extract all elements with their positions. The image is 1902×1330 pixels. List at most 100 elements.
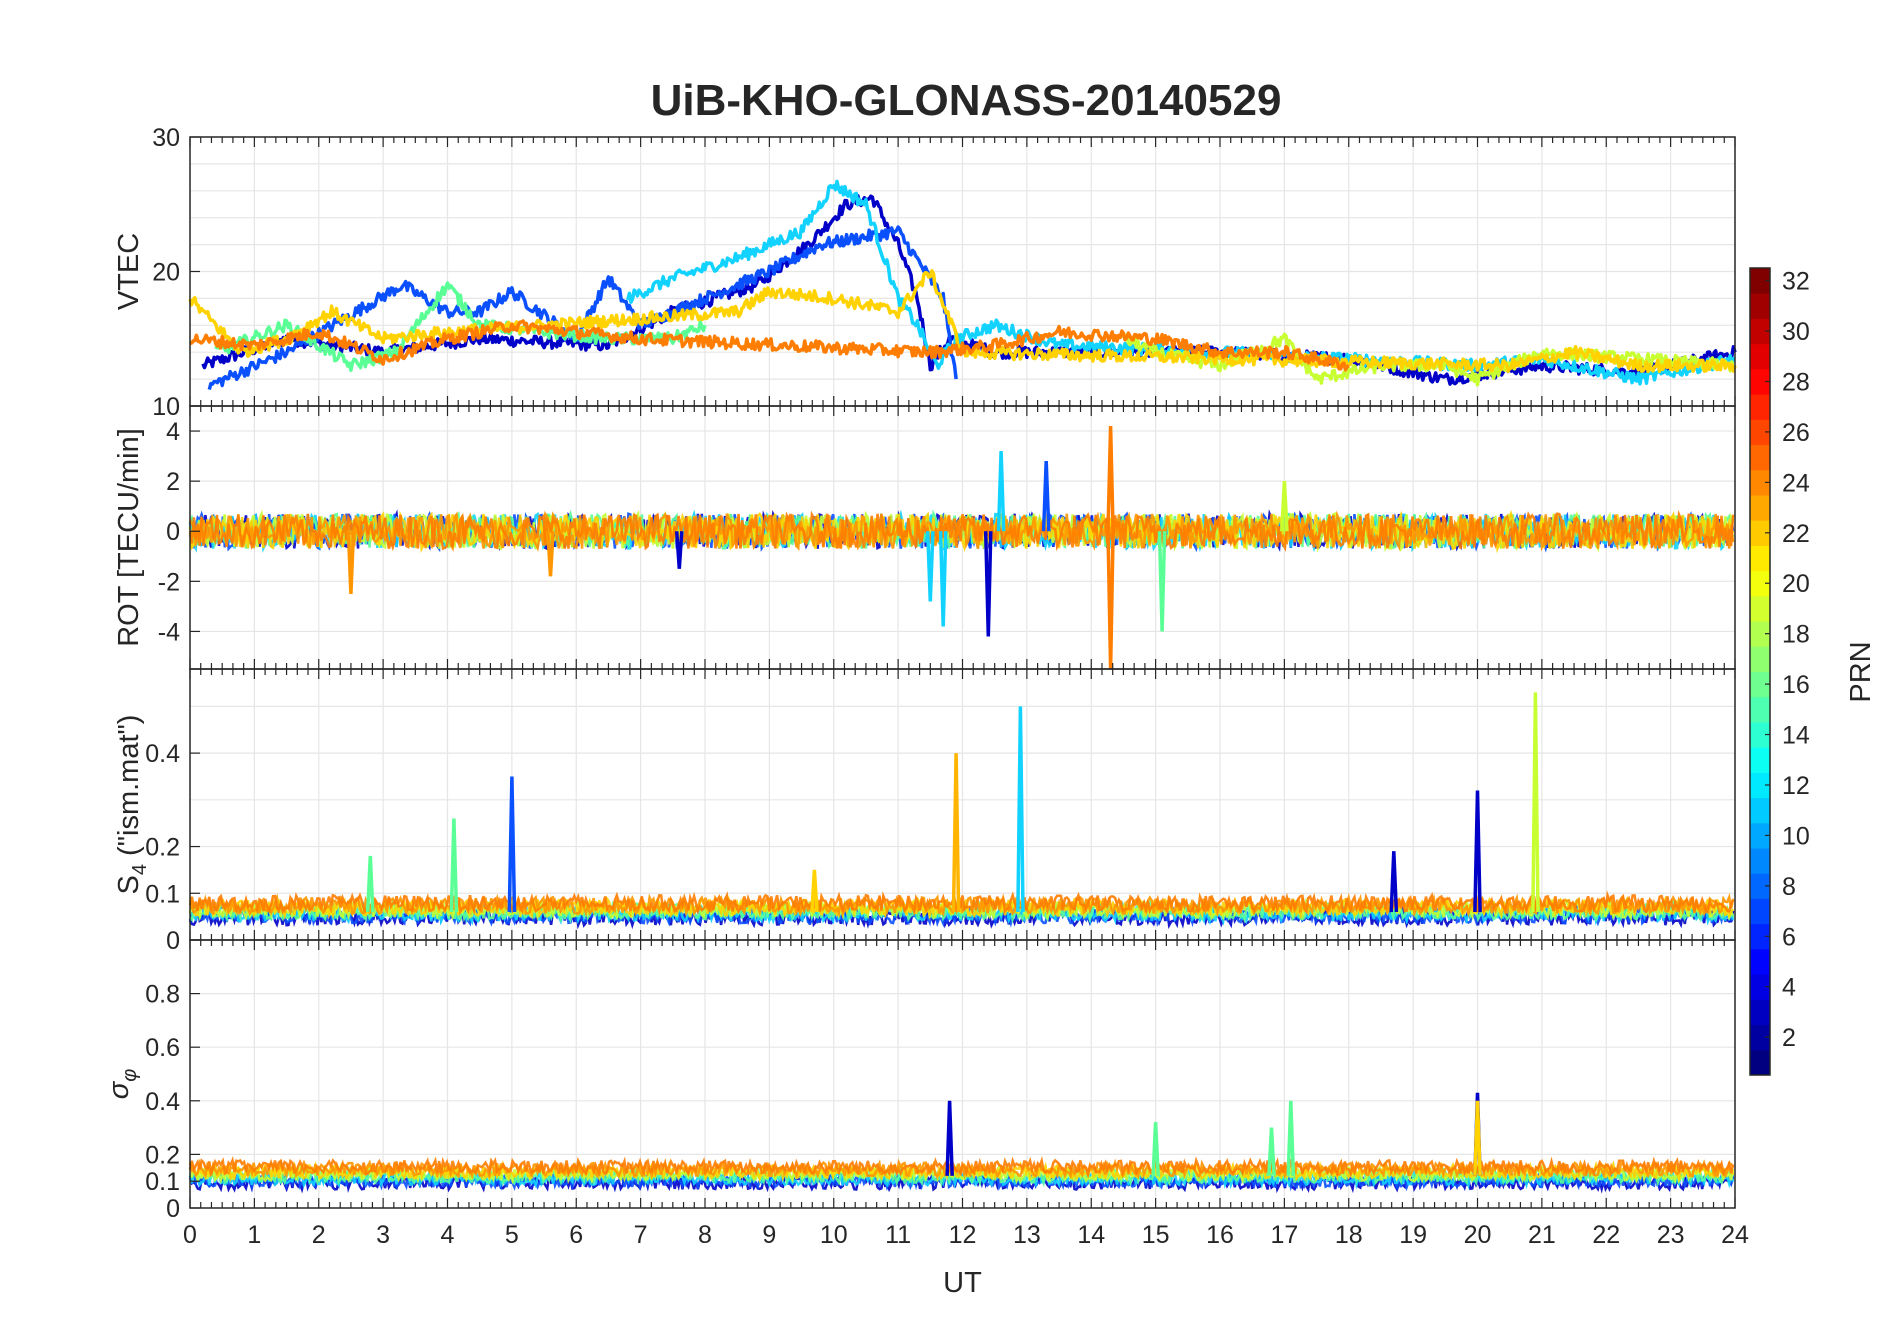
x-axis-label: UT xyxy=(943,1267,982,1299)
y-axis-label-vtec: VTEC xyxy=(113,233,145,310)
colorbar-tick-label: 12 xyxy=(1782,772,1810,800)
x-tick-label: 5 xyxy=(505,1221,519,1249)
y-axis-label-part: σ xyxy=(103,1080,135,1099)
colorbar-segment xyxy=(1750,696,1770,723)
x-tick-label: 2 xyxy=(312,1221,326,1249)
colorbar-segment xyxy=(1750,898,1770,925)
data-spike xyxy=(365,855,375,913)
colorbar-segment xyxy=(1750,948,1770,975)
x-tick-label: 6 xyxy=(569,1221,583,1249)
colorbar-tick-label: 14 xyxy=(1782,722,1810,750)
ticks-s4: 0 0.1 0.2 0.4 xyxy=(145,669,1736,955)
data-series-noise xyxy=(188,509,1735,552)
data-spike xyxy=(346,531,356,594)
y-tick-label: 4 xyxy=(166,418,180,446)
colorbar-segment xyxy=(1750,570,1770,597)
colorbar-segment xyxy=(1750,721,1770,748)
data-spike xyxy=(1473,1100,1482,1176)
y-axis-label-part: 4 xyxy=(129,864,151,875)
colorbar-segment xyxy=(1750,621,1770,647)
colorbar-segment xyxy=(1750,747,1770,773)
y-axis-label-part: S xyxy=(113,875,145,894)
x-tick-label: 24 xyxy=(1721,1221,1749,1249)
panel-vtec: 10 20 30 VTEC xyxy=(113,124,1737,421)
data-spike xyxy=(938,531,948,627)
y-tick-label: 0.4 xyxy=(145,740,180,768)
colorbar-label: PRN xyxy=(1845,641,1877,702)
data-spike xyxy=(1473,790,1482,913)
y-tick-label: 2 xyxy=(166,468,180,496)
colorbar-segment xyxy=(1750,646,1770,672)
data-spike xyxy=(1016,706,1025,913)
x-tick-label: 22 xyxy=(1592,1221,1620,1249)
data-spike xyxy=(1286,1100,1296,1176)
y-axis-label-part: ("ism.mat") xyxy=(113,715,145,864)
data-series-line xyxy=(189,319,1350,372)
x-tick-label: 11 xyxy=(885,1221,911,1249)
x-tick-label: 3 xyxy=(376,1221,390,1249)
chart-title: UiB-KHO-GLONASS-20140529 xyxy=(651,76,1282,125)
colorbar-segment xyxy=(1750,772,1770,799)
colorbar-segment xyxy=(1750,671,1770,698)
colorbar-segment xyxy=(1750,923,1770,950)
y-tick-label: 0.2 xyxy=(145,834,180,862)
y-tick-label: 0.8 xyxy=(145,981,180,1009)
colorbar-tick-label: 20 xyxy=(1782,570,1810,598)
colorbar-segment xyxy=(1750,1049,1770,1076)
colorbar-segment xyxy=(1750,974,1770,1000)
y-tick-label: -4 xyxy=(158,618,180,646)
colorbar-segment xyxy=(1750,293,1770,319)
x-tick-label: 10 xyxy=(820,1221,848,1249)
x-tick-label: 13 xyxy=(1013,1221,1041,1249)
series-sigma-phi xyxy=(188,1092,1735,1194)
data-series-line xyxy=(207,225,958,391)
data-spike xyxy=(925,531,935,602)
panel-rot: -4 -2 0 2 4 ROT [TECU/min] xyxy=(113,405,1736,670)
y-axis-label-part: φ xyxy=(119,1069,141,1082)
colorbar-tick-label: 24 xyxy=(1782,469,1810,497)
colorbar-tick-label: 8 xyxy=(1782,873,1796,901)
colorbar-tick-label: 16 xyxy=(1782,671,1810,699)
colorbar-segment xyxy=(1750,848,1770,874)
colorbar-segment xyxy=(1750,999,1770,1026)
y-tick-label: 0.1 xyxy=(145,880,180,908)
data-spike xyxy=(1106,425,1115,532)
x-tick-label: 16 xyxy=(1206,1221,1234,1249)
data-spike xyxy=(1151,1122,1160,1176)
colorbar-frame xyxy=(1749,267,1771,1076)
x-tick-label: 17 xyxy=(1270,1221,1298,1249)
ticks-sigma-phi: 00.10.2 0.4 0.6 0.8 xyxy=(145,940,1736,1223)
colorbar-segment xyxy=(1750,1024,1770,1051)
data-spike xyxy=(1041,461,1051,532)
y-tick-label: 0.6 xyxy=(145,1034,180,1062)
data-spike xyxy=(1280,481,1289,532)
colorbar-segment xyxy=(1750,444,1770,471)
x-tick-label: 12 xyxy=(949,1221,977,1249)
data-spike xyxy=(449,818,459,913)
x-tick-label: 7 xyxy=(634,1221,648,1249)
x-tick-label: 20 xyxy=(1464,1221,1492,1249)
colorbar-segment xyxy=(1750,368,1770,395)
colorbar-tick-label: 28 xyxy=(1782,368,1810,396)
series-s4 xyxy=(188,692,1735,930)
data-spike xyxy=(1157,531,1167,632)
x-tick-label: 9 xyxy=(762,1221,776,1249)
series-vtec xyxy=(188,179,1737,391)
colorbar-segment xyxy=(1750,797,1770,824)
data-spike xyxy=(983,531,993,637)
data-spike xyxy=(507,776,517,913)
colorbar-tick-label: 2 xyxy=(1782,1024,1796,1052)
data-spike xyxy=(1267,1127,1276,1176)
ticks-vtec: 10 20 30 xyxy=(152,124,1736,421)
colorbar-segment xyxy=(1750,873,1770,899)
data-spike xyxy=(810,869,819,913)
x-tick-label: 8 xyxy=(698,1221,712,1249)
colorbar-tick-label: 30 xyxy=(1782,318,1810,346)
colorbar-segment xyxy=(1750,520,1770,546)
x-tick-label: 4 xyxy=(441,1221,455,1249)
y-tick-label: 0.4 xyxy=(145,1088,180,1116)
y-tick-label: 30 xyxy=(152,124,180,152)
